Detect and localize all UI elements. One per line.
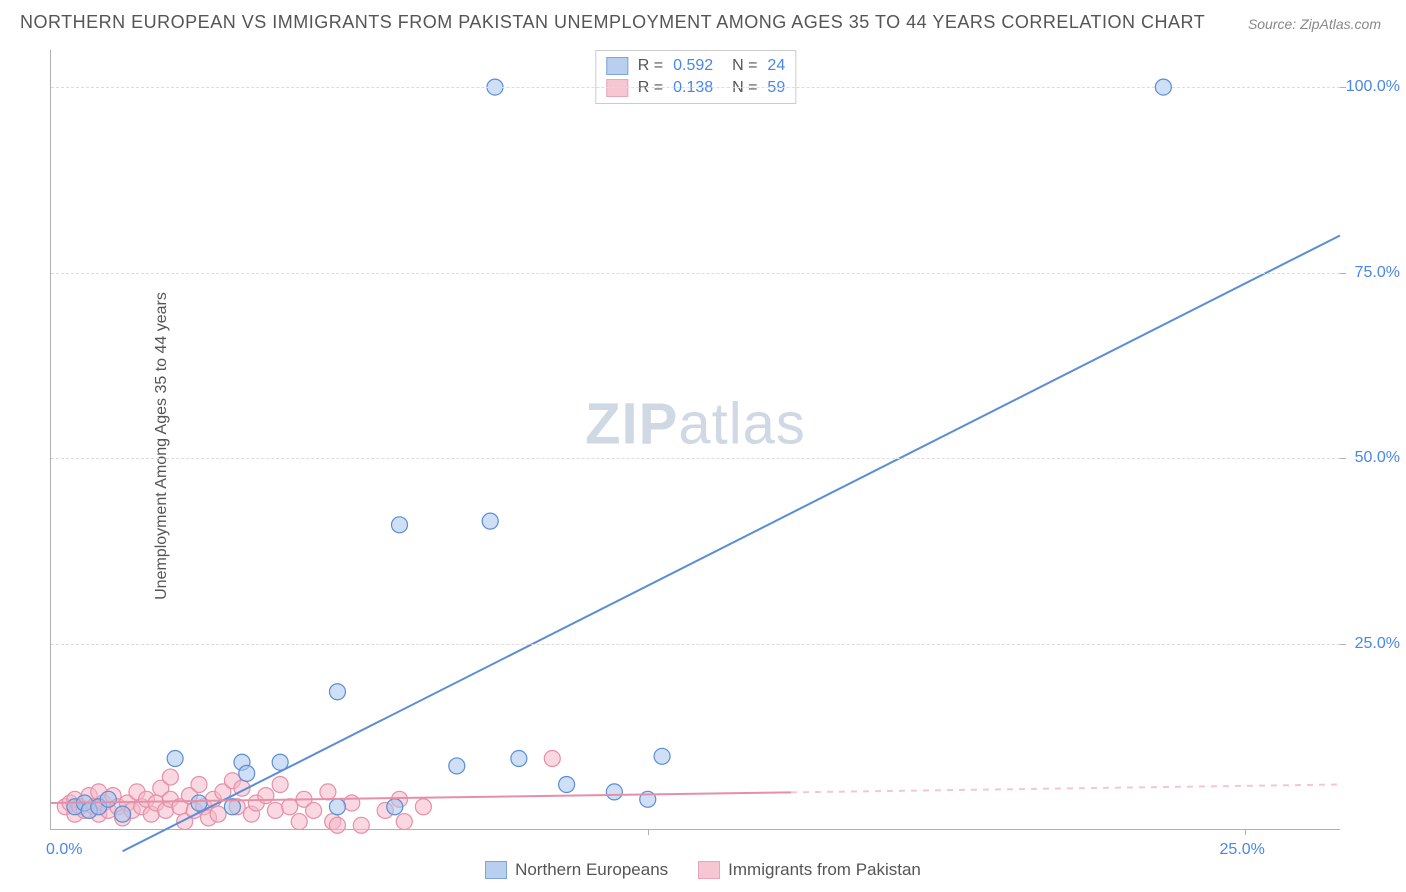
data-point <box>291 814 307 830</box>
gridline <box>51 87 1340 88</box>
data-point <box>272 776 288 792</box>
data-point <box>167 751 183 767</box>
series-legend-item: Immigrants from Pakistan <box>698 860 921 880</box>
legend-swatch <box>698 861 720 879</box>
x-tick-label: 25.0% <box>1220 841 1265 859</box>
data-point <box>115 806 131 822</box>
series-legend: Northern Europeans Immigrants from Pakist… <box>0 860 1406 880</box>
data-point <box>162 769 178 785</box>
data-point <box>282 799 298 815</box>
data-point <box>511 751 527 767</box>
legend-r-label: R = <box>638 57 663 75</box>
data-point <box>654 748 670 764</box>
y-tick-label: 25.0% <box>1345 635 1400 653</box>
regression-line <box>123 235 1340 851</box>
data-point <box>396 814 412 830</box>
data-point <box>387 799 403 815</box>
y-tick-label: 50.0% <box>1345 449 1400 467</box>
data-point <box>415 799 431 815</box>
correlation-legend: R =0.592 N =24R =0.138 N =59 <box>595 50 796 104</box>
gridline <box>51 458 1340 459</box>
gridline <box>51 644 1340 645</box>
data-point <box>449 758 465 774</box>
data-point <box>239 765 255 781</box>
data-point <box>306 802 322 818</box>
legend-swatch <box>606 57 628 75</box>
data-point <box>559 776 575 792</box>
legend-n-label: N = <box>723 57 757 75</box>
data-point <box>482 513 498 529</box>
source-attribution: Source: ZipAtlas.com <box>1248 16 1381 32</box>
y-tick-label: 100.0% <box>1345 78 1400 96</box>
data-point <box>258 788 274 804</box>
data-point <box>100 791 116 807</box>
data-point <box>329 799 345 815</box>
y-tick-label: 75.0% <box>1345 264 1400 282</box>
series-legend-item: Northern Europeans <box>485 860 668 880</box>
data-point <box>329 817 345 833</box>
data-point <box>353 817 369 833</box>
series-legend-label: Immigrants from Pakistan <box>728 860 921 880</box>
legend-row: R = 0.592 N = 24 <box>606 55 785 77</box>
plot-svg <box>51 50 1340 829</box>
legend-r-value: 0.592 <box>673 57 713 75</box>
data-point <box>191 795 207 811</box>
gridline <box>51 273 1340 274</box>
data-point <box>329 684 345 700</box>
series-legend-label: Northern Europeans <box>515 860 668 880</box>
legend-n-value: 24 <box>767 57 785 75</box>
chart-title: NORTHERN EUROPEAN VS IMMIGRANTS FROM PAK… <box>20 12 1205 33</box>
data-point <box>544 751 560 767</box>
data-point <box>210 806 226 822</box>
data-point <box>344 795 360 811</box>
data-point <box>267 802 283 818</box>
data-point <box>606 784 622 800</box>
legend-swatch <box>485 861 507 879</box>
x-tick-label: 0.0% <box>46 841 82 859</box>
plot-area: ZIPatlas R =0.592 N =24R =0.138 N =59 25… <box>50 50 1340 830</box>
data-point <box>191 776 207 792</box>
data-point <box>320 784 336 800</box>
data-point <box>392 517 408 533</box>
regression-line-dashed <box>791 784 1340 792</box>
